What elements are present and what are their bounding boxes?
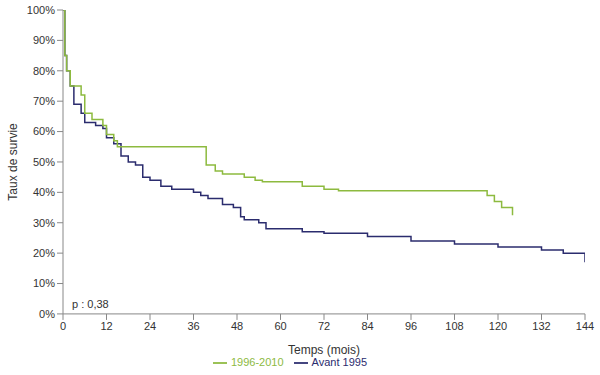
svg-text:120: 120 <box>489 320 507 332</box>
svg-text:24: 24 <box>144 320 156 332</box>
svg-text:84: 84 <box>361 320 373 332</box>
svg-text:36: 36 <box>187 320 199 332</box>
svg-text:72: 72 <box>318 320 330 332</box>
svg-text:48: 48 <box>231 320 243 332</box>
svg-text:132: 132 <box>532 320 550 332</box>
svg-text:0: 0 <box>60 320 66 332</box>
svg-text:Taux de survie: Taux de survie <box>8 123 20 201</box>
svg-text:0%: 0% <box>39 308 55 320</box>
svg-text:30%: 30% <box>33 217 55 229</box>
svg-text:Temps (mois): Temps (mois) <box>288 343 360 357</box>
svg-text:70%: 70% <box>33 95 55 107</box>
svg-text:100%: 100% <box>27 4 55 16</box>
html-text:Avant 1995: Avant 1995 <box>311 355 367 368</box>
svg-text:80%: 80% <box>33 65 55 77</box>
svg-text:60: 60 <box>274 320 286 332</box>
svg-text:60%: 60% <box>33 125 55 137</box>
svg-text:40%: 40% <box>33 186 55 198</box>
svg-text:144: 144 <box>576 320 592 332</box>
html-text:1996-2010: 1996-2010 <box>231 355 284 368</box>
svg-text:90%: 90% <box>33 34 55 46</box>
svg-text:50%: 50% <box>33 156 55 168</box>
svg-text:10%: 10% <box>33 277 55 289</box>
svg-text:12: 12 <box>100 320 112 332</box>
html-text:p : 0,38: p : 0,38 <box>72 298 109 310</box>
svg-text:108: 108 <box>445 320 463 332</box>
svg-text:96: 96 <box>405 320 417 332</box>
svg-text:20%: 20% <box>33 247 55 259</box>
